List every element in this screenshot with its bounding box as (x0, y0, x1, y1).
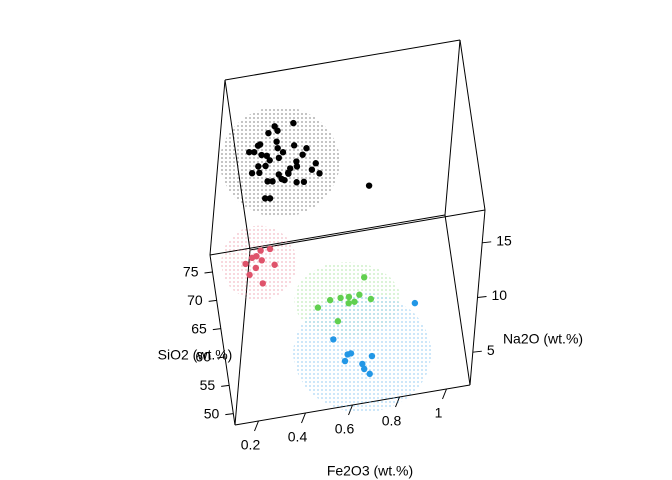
point (308, 166, 316, 173)
point (361, 365, 368, 373)
point (290, 142, 298, 149)
point (246, 148, 253, 156)
point (274, 127, 281, 134)
point (345, 293, 353, 301)
y-tick (204, 271, 213, 274)
point (263, 152, 270, 160)
point (273, 138, 280, 145)
point (275, 154, 283, 162)
point (286, 165, 294, 172)
point (279, 149, 287, 156)
point (359, 360, 366, 368)
x-tick-label: 0.4 (288, 429, 308, 445)
z-tick (472, 350, 482, 353)
point (330, 336, 337, 343)
point (368, 352, 376, 360)
point (360, 274, 368, 281)
point (303, 145, 310, 152)
box-edge (209, 79, 226, 256)
z-axis-label: Na2O (wt.%) (503, 331, 583, 347)
y-tick (225, 413, 234, 416)
point (271, 261, 278, 268)
z-tick (482, 241, 492, 244)
point (293, 179, 300, 186)
point (356, 291, 363, 298)
y-tick-label: 50 (204, 405, 220, 421)
point (261, 195, 269, 202)
point (250, 148, 258, 156)
box-edge (209, 254, 236, 426)
point (316, 170, 323, 177)
y-tick-label: 75 (183, 264, 199, 280)
point (274, 144, 281, 152)
box-edge (444, 214, 471, 386)
box-edge (444, 39, 461, 216)
z-tick (477, 296, 487, 298)
y-tick-label: 70 (187, 292, 203, 308)
point (337, 294, 344, 302)
ellipsoid (293, 292, 432, 413)
z-tick-label: 10 (492, 287, 508, 303)
x-tick-label: 1 (435, 405, 443, 421)
z-tick-label: 15 (496, 233, 512, 249)
point (365, 182, 373, 189)
point (252, 264, 260, 272)
point (257, 247, 264, 254)
y-tick-label: 60 (195, 349, 211, 365)
y-axis-label: SiO2 (wt.%) (158, 347, 233, 363)
y-tick-label: 65 (191, 320, 207, 336)
point (258, 257, 265, 264)
point (293, 158, 300, 165)
point (293, 163, 301, 170)
point (299, 151, 306, 158)
point (255, 163, 262, 170)
x-tick (301, 412, 306, 424)
point (290, 119, 297, 127)
z-tick-label: 5 (487, 342, 495, 358)
point (262, 162, 269, 170)
point (256, 169, 263, 177)
box-edge (224, 39, 461, 81)
point (341, 357, 349, 365)
point (366, 370, 373, 378)
x-tick-label: 0.6 (335, 421, 355, 437)
point (259, 280, 266, 287)
y-tick-label: 55 (200, 377, 216, 393)
point (265, 129, 272, 137)
point (326, 296, 334, 304)
x-tick-label: 0.8 (382, 413, 402, 429)
y-tick (216, 356, 226, 359)
x-axis-label: Fe2O3 (wt.%) (327, 463, 413, 479)
box-edge (459, 39, 486, 211)
point (269, 178, 276, 185)
point (281, 176, 288, 184)
point (258, 151, 265, 159)
ellipsoid (221, 225, 297, 301)
point (312, 160, 319, 167)
y-tick (208, 299, 217, 302)
point (411, 299, 419, 307)
x-tick (254, 420, 259, 432)
point (246, 271, 253, 279)
point (334, 317, 342, 325)
point (264, 178, 271, 185)
point (256, 141, 264, 148)
x-tick (442, 388, 447, 400)
point (345, 299, 352, 307)
x-tick-label: 0.2 (241, 437, 261, 453)
ellipsoid (220, 106, 340, 217)
point (347, 350, 355, 357)
point (266, 195, 274, 202)
y-tick (212, 328, 221, 331)
point (351, 298, 358, 305)
point (367, 295, 375, 303)
point (242, 260, 249, 268)
point (300, 178, 308, 186)
point (253, 253, 260, 260)
y-tick (221, 384, 230, 387)
point (248, 170, 256, 177)
point (314, 304, 322, 311)
point (266, 245, 274, 253)
